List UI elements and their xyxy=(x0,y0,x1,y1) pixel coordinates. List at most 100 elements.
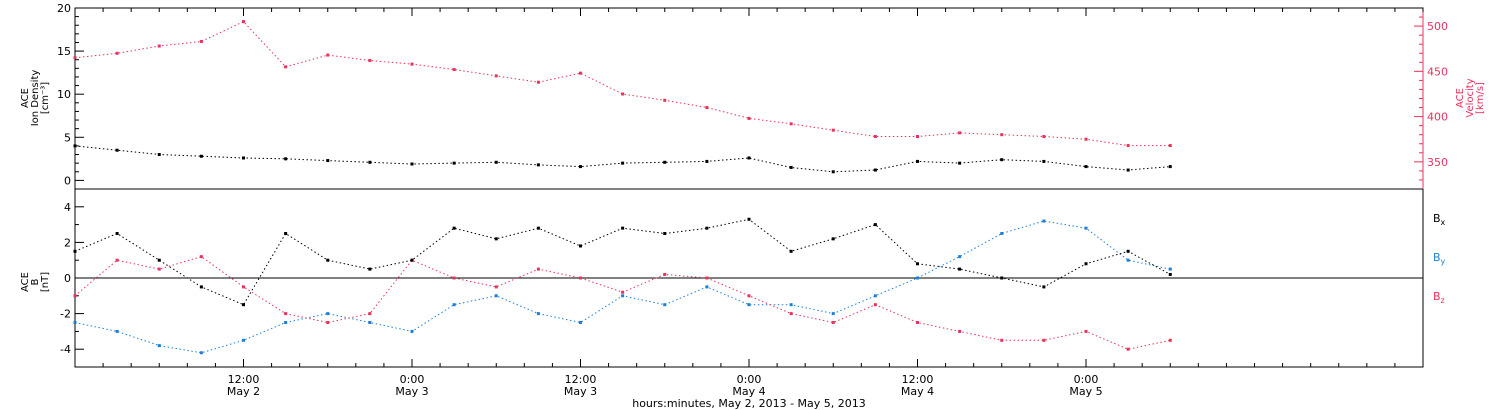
bz-point xyxy=(663,272,667,276)
density-point xyxy=(747,156,751,160)
bz-point xyxy=(1126,347,1130,351)
bx-point xyxy=(705,226,709,230)
velocity-tick-label: 350 xyxy=(1427,156,1448,169)
density-point xyxy=(410,162,414,166)
velocity-tick-label: 450 xyxy=(1427,65,1448,78)
x-tick-date-label: May 3 xyxy=(564,385,597,398)
bx-point xyxy=(326,258,330,262)
density-point xyxy=(958,161,962,165)
b-tick-label: -4 xyxy=(60,343,71,356)
velocity-point xyxy=(747,116,751,120)
b-axis-label-line: B xyxy=(30,278,41,285)
by-point xyxy=(452,303,456,307)
bx-point xyxy=(115,232,119,235)
density-tick-label: 5 xyxy=(64,131,71,144)
density-point xyxy=(873,168,877,172)
bz-point xyxy=(494,285,498,289)
b-tick-label: 0 xyxy=(64,272,71,285)
velocity-axis-label: ACE Velocity [km/s] xyxy=(1455,78,1486,117)
bz-point xyxy=(579,276,582,280)
bx-point xyxy=(873,223,877,227)
bx-point xyxy=(663,232,667,235)
density-tick-label: 15 xyxy=(57,45,71,58)
b-axis-label: ACE B [nT] xyxy=(20,272,51,292)
bx-point xyxy=(242,303,245,307)
by-point xyxy=(916,276,919,280)
density-point xyxy=(115,148,119,152)
velocity-point xyxy=(831,128,835,132)
b-tick-label: 4 xyxy=(64,201,71,214)
bx-point xyxy=(536,226,540,230)
velocity-point xyxy=(1042,135,1046,139)
velocity-point xyxy=(1168,144,1172,148)
bz-point xyxy=(242,285,245,289)
bz-point xyxy=(747,294,751,298)
by-point xyxy=(368,321,372,324)
x-tick-time-label: 12:00 xyxy=(565,373,597,386)
bz-point xyxy=(1168,338,1172,342)
by-point xyxy=(958,255,962,259)
by-point xyxy=(115,329,119,333)
b-tick-label: -2 xyxy=(60,308,71,321)
by-point xyxy=(1000,232,1004,235)
by-point xyxy=(1168,267,1172,271)
bx-point xyxy=(916,262,919,266)
bx-point xyxy=(958,267,962,271)
bz-point xyxy=(199,255,203,259)
legend-by: By xyxy=(1433,251,1446,266)
bz-point xyxy=(916,321,919,324)
density-point xyxy=(663,160,667,164)
legend-bx: Bx xyxy=(1433,212,1446,227)
density-point xyxy=(452,161,456,165)
bx-point xyxy=(368,267,372,271)
density-tick-label: 0 xyxy=(64,174,71,187)
bx-point xyxy=(284,232,288,235)
x-tick-date-label: May 3 xyxy=(395,385,428,398)
bx-point xyxy=(789,249,793,253)
x-axis-title: hours:minutes, May 2, 2013 - May 5, 2013 xyxy=(632,397,866,410)
bz-point xyxy=(284,312,288,316)
bz-point xyxy=(115,258,119,262)
velocity-point xyxy=(452,68,456,72)
bz-point xyxy=(368,312,372,316)
x-tick-time-label: 0:00 xyxy=(1074,373,1099,386)
x-tick-time-label: 12:00 xyxy=(902,373,934,386)
density-axis-label-line: [cm⁻³] xyxy=(40,82,51,114)
bz-point xyxy=(789,312,793,316)
velocity-tick-label: 400 xyxy=(1427,111,1448,124)
bx-point xyxy=(452,226,456,230)
plot-frame xyxy=(74,7,1424,368)
velocity-point xyxy=(242,20,245,24)
bx-point xyxy=(410,258,414,262)
velocity-point xyxy=(873,135,877,139)
density-point xyxy=(284,157,288,161)
by-point xyxy=(326,312,330,316)
by-point xyxy=(1042,219,1046,223)
velocity-point xyxy=(199,39,203,43)
density-point xyxy=(494,160,498,164)
density-axis-label-line: ACE xyxy=(20,88,31,108)
bz-trace xyxy=(74,256,1171,350)
density-point xyxy=(199,154,203,158)
x-tick-date-label: May 2 xyxy=(227,385,260,398)
legend-subscript: y xyxy=(1441,257,1446,266)
density-point xyxy=(368,160,372,164)
x-tick-time-label: 12:00 xyxy=(228,373,260,386)
legend-bz: Bz xyxy=(1433,290,1445,305)
legend-subscript: z xyxy=(1441,296,1445,305)
by-series xyxy=(73,219,1172,355)
density-point xyxy=(1000,158,1004,162)
bz-series xyxy=(73,255,1172,351)
by-point xyxy=(494,294,498,298)
by-point xyxy=(536,312,540,316)
velocity-point xyxy=(1084,137,1088,141)
velocity-trace xyxy=(74,20,1171,147)
bz-point xyxy=(452,276,456,280)
velocity-point xyxy=(621,92,625,96)
velocity-series xyxy=(73,20,1172,148)
density-tick-label: 20 xyxy=(57,2,71,15)
velocity-tick-label: 500 xyxy=(1427,20,1448,33)
legend-label: B xyxy=(1433,251,1441,264)
density-point xyxy=(1168,165,1172,169)
legend-subscript: x xyxy=(1441,218,1446,227)
